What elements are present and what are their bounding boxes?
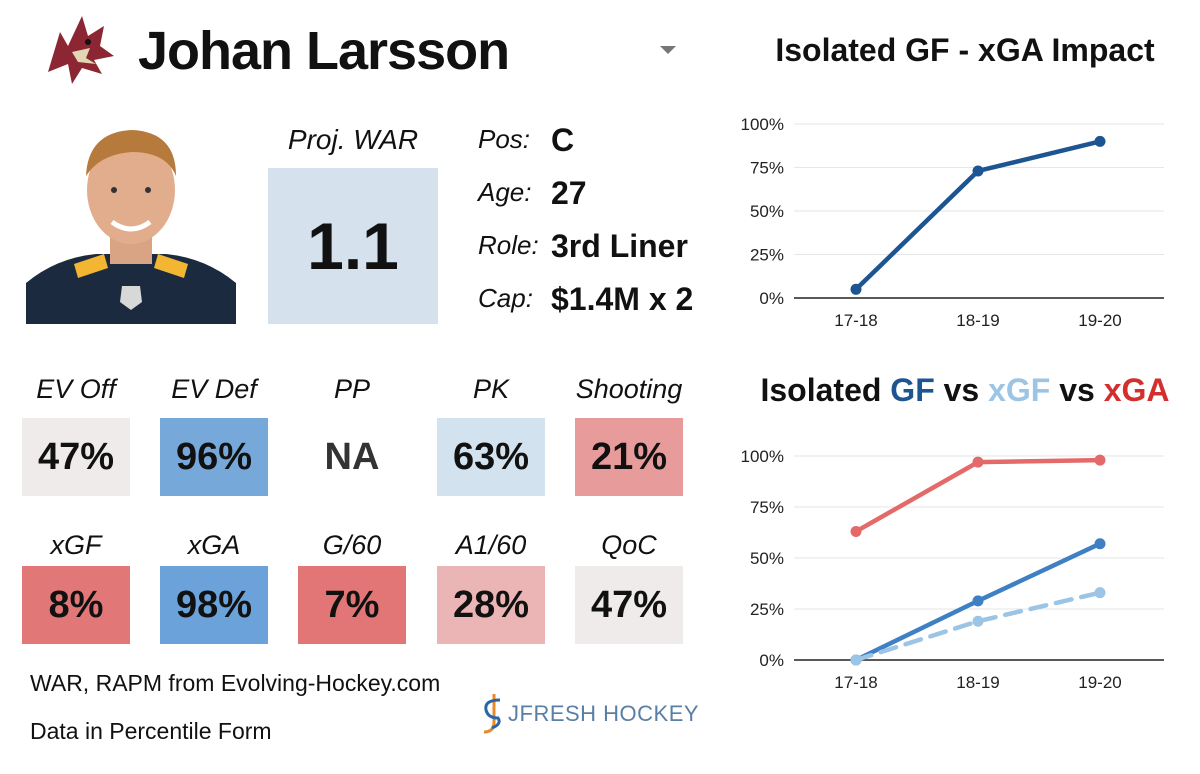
data-point (1094, 587, 1106, 599)
x-tick-label: 18-19 (956, 311, 999, 330)
stat-value-ev-off: 47% (22, 418, 130, 496)
y-tick-label: 75% (750, 498, 784, 517)
data-point (1094, 538, 1106, 550)
info-label: Role: (478, 230, 539, 260)
source-note: WAR, RAPM from Evolving-Hockey.com (30, 670, 441, 696)
chart2-title: Isolated GF vs xGF vs xGA (740, 372, 1190, 409)
info-row-pos: Pos: C (478, 122, 728, 164)
stat-value-ev-def: 96% (160, 418, 268, 496)
stat-value-xga: 98% (160, 566, 268, 644)
x-tick-label: 19-20 (1078, 311, 1121, 330)
stat-label-ev-def: EV Def (171, 374, 257, 404)
y-tick-label: 25% (750, 246, 784, 265)
player-dropdown-icon[interactable] (660, 46, 676, 54)
info-label: Cap: (478, 283, 533, 313)
chart2-title-prefix: Isolated (760, 372, 891, 408)
stat-label-pp: PP (333, 374, 371, 404)
chart2-title-vs2: vs (1050, 372, 1104, 408)
stat-value-pp: NA (298, 418, 406, 496)
chart1-title: Isolated GF - xGA Impact (775, 32, 1155, 68)
y-tick-label: 50% (750, 549, 784, 568)
info-value: C (551, 122, 575, 158)
player-headshot (26, 118, 236, 324)
chart2-svg: 0% 25% 50% 75% 100% 17-18 18-19 19-20 (741, 447, 1164, 692)
stat-label-xga: xGA (187, 530, 241, 560)
percentile-note: Data in Percentile Form (30, 718, 272, 744)
stat-label-qoc: QoC (601, 530, 657, 560)
stat-value-pk: 63% (437, 418, 545, 496)
data-point (850, 654, 862, 666)
info-label: Age: (478, 177, 532, 207)
stat-value-shooting: 21% (575, 418, 683, 496)
y-tick-label: 50% (750, 202, 784, 221)
info-row-cap: Cap: $1.4M x 2 (478, 281, 728, 323)
data-point (972, 456, 984, 468)
info-label: Pos: (478, 124, 531, 154)
brand-name: JFRESH HOCKEY (508, 701, 700, 726)
brand-logo: JFRESH HOCKEY (478, 692, 699, 736)
series-line-gf-xga (853, 139, 1103, 292)
proj-war-value: 1.1 (268, 168, 438, 324)
y-tick-label: 0% (759, 651, 784, 670)
coyote-logo-icon (48, 16, 114, 84)
data-point (972, 165, 984, 177)
chart2-title-xgf: xGF (988, 372, 1051, 408)
x-tick-label: 17-18 (834, 673, 877, 692)
info-value: $1.4M x 2 (551, 281, 694, 317)
stat-label-a160: A1/60 (455, 530, 527, 560)
chart2-title-xga: xGA (1103, 372, 1170, 408)
y-tick-label: 25% (750, 600, 784, 619)
x-tick-label: 19-20 (1078, 673, 1121, 692)
data-point (972, 595, 984, 607)
stat-label-g60: G/60 (322, 530, 382, 560)
info-value: 3rd Liner (551, 228, 688, 264)
chart2-title-vs1: vs (934, 372, 989, 408)
chart1-svg: 0% 25% 50% 75% 100% 17-18 18-19 19-20 (741, 115, 1164, 330)
y-tick-label: 75% (750, 159, 784, 178)
stat-value-xgf: 8% (22, 566, 130, 644)
chart2-title-gf: GF (890, 372, 935, 408)
stat-label-pk: PK (472, 374, 510, 404)
y-tick-label: 100% (741, 115, 784, 134)
player-name: Johan Larsson (138, 21, 510, 81)
info-row-age: Age: 27 (478, 175, 728, 217)
data-point (850, 283, 862, 295)
data-point (1094, 454, 1106, 466)
stat-value-qoc: 47% (575, 566, 683, 644)
y-tick-label: 0% (759, 289, 784, 308)
stat-label-xgf: xGF (50, 530, 102, 560)
x-tick-label: 18-19 (956, 673, 999, 692)
x-tick-label: 17-18 (834, 311, 877, 330)
stat-label-ev-off: EV Off (36, 374, 116, 404)
info-value: 27 (551, 175, 587, 211)
stat-value-a160: 28% (437, 566, 545, 644)
stat-label-shooting: Shooting (575, 374, 683, 404)
stat-value-g60: 7% (298, 566, 406, 644)
data-point (972, 615, 984, 627)
data-point (850, 525, 862, 537)
jfresh-logo-icon (483, 694, 501, 734)
info-row-role: Role: 3rd Liner (478, 228, 728, 270)
series-line-xga (853, 457, 1103, 534)
proj-war-label: Proj. WAR (287, 124, 419, 155)
data-point (1094, 135, 1106, 147)
y-tick-label: 100% (741, 447, 784, 466)
